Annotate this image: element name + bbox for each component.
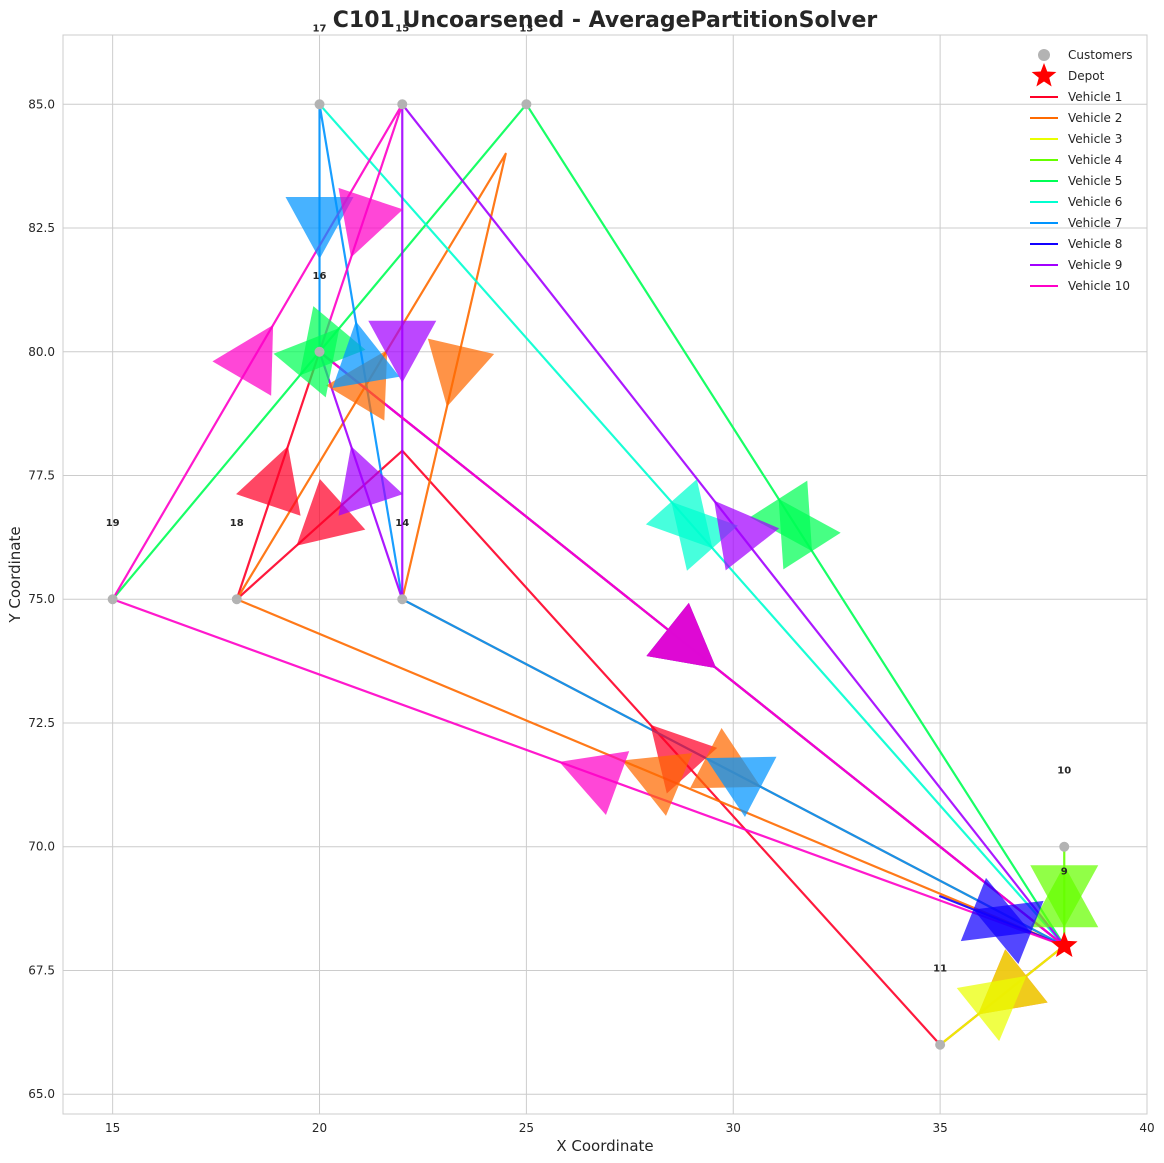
customer-point bbox=[397, 99, 408, 110]
y-tick-label: 75.0 bbox=[28, 592, 55, 606]
customer-label: 11 bbox=[933, 964, 947, 975]
plot-border bbox=[62, 34, 1148, 1115]
route-arrow-vehicle-10 bbox=[559, 751, 630, 816]
legend-label: Vehicle 6 bbox=[1068, 195, 1122, 209]
route-arrow-vehicle-1 bbox=[236, 446, 301, 516]
legend-label: Vehicle 2 bbox=[1068, 111, 1122, 125]
legend-label: Vehicle 1 bbox=[1068, 90, 1122, 104]
route-arrow-vehicle-2 bbox=[427, 338, 495, 407]
x-tick-label: 15 bbox=[105, 1121, 120, 1135]
customer-labels: 9 10 11 14 15 16 17 18 19 13 bbox=[106, 23, 1072, 974]
legend-label: Vehicle 10 bbox=[1068, 279, 1130, 293]
route-arrow-vehicle-4 bbox=[1030, 865, 1099, 928]
customer-label: 17 bbox=[313, 23, 327, 34]
legend: Customers Depot Vehicle 1 Vehicle 2 Vehicle … bbox=[1030, 48, 1133, 293]
y-axis-title: Y Coordinate bbox=[6, 526, 24, 623]
route-arrow-vehicle-8 bbox=[960, 877, 1031, 942]
legend-label: Vehicle 9 bbox=[1068, 258, 1122, 272]
route-arrow-vehicle-9 bbox=[368, 320, 437, 383]
route-line-vehicle-10 bbox=[111, 103, 1065, 947]
legend-label: Vehicle 4 bbox=[1068, 153, 1122, 167]
route-arrow-vehicle-7 bbox=[285, 197, 354, 260]
route-arrow-vehicle-6 bbox=[645, 479, 713, 549]
customer-label: 13 bbox=[519, 23, 533, 34]
route-arrow-vehicle-5 bbox=[273, 327, 340, 398]
y-tick-label: 65.0 bbox=[28, 1087, 55, 1101]
legend-label: Vehicle 5 bbox=[1068, 174, 1122, 188]
customer-point bbox=[107, 594, 118, 605]
chart-title: C101 Uncoarsened - AveragePartitionSolve… bbox=[333, 8, 878, 33]
x-axis-title: X Coordinate bbox=[556, 1137, 653, 1155]
depot-marker bbox=[1050, 931, 1078, 958]
depot-star bbox=[1050, 931, 1078, 958]
customer-point bbox=[231, 594, 242, 605]
grid-lines bbox=[63, 35, 1148, 1114]
x-tick-label: 20 bbox=[312, 1121, 327, 1135]
customer-label: 15 bbox=[395, 23, 409, 34]
legend-label: Vehicle 7 bbox=[1068, 216, 1122, 230]
customer-label: 19 bbox=[106, 518, 120, 529]
x-tick-label: 25 bbox=[519, 1121, 534, 1135]
customer-label: 14 bbox=[395, 518, 409, 529]
legend-label: Customers bbox=[1068, 48, 1133, 62]
route-arrows bbox=[212, 187, 1099, 1042]
y-tick-label: 80.0 bbox=[28, 345, 55, 359]
customer-label: 10 bbox=[1057, 766, 1071, 777]
route-arrow-vehicle-10 bbox=[338, 187, 403, 258]
route-arrow-vehicle-9 bbox=[714, 500, 780, 571]
customer-point bbox=[935, 1039, 946, 1050]
x-tick-label: 30 bbox=[726, 1121, 741, 1135]
customer-label: 18 bbox=[230, 518, 244, 529]
route-line-vehicle-5 bbox=[111, 103, 1066, 947]
y-tick-label: 70.0 bbox=[28, 840, 55, 854]
customer-point bbox=[397, 594, 408, 605]
route-arrow-vehicle-10 bbox=[646, 602, 717, 669]
customer-point bbox=[314, 99, 325, 110]
customer-point bbox=[1059, 841, 1070, 852]
legend-label: Depot bbox=[1068, 69, 1105, 83]
y-tick-label: 67.5 bbox=[28, 963, 55, 977]
route-arrow-vehicle-5 bbox=[749, 480, 813, 552]
route-arrow-vehicle-2 bbox=[621, 753, 693, 816]
y-tick-label: 77.5 bbox=[28, 469, 55, 483]
route-arrow-vehicle-10 bbox=[212, 325, 274, 396]
customer-point bbox=[521, 99, 532, 110]
route-lines bbox=[111, 103, 1066, 1046]
route-arrow-vehicle-1 bbox=[296, 478, 366, 546]
y-tick-label: 82.5 bbox=[28, 221, 55, 235]
customer-points bbox=[107, 99, 1070, 1050]
route-arrow-vehicle-7 bbox=[705, 756, 777, 817]
legend-label: Vehicle 3 bbox=[1068, 132, 1122, 146]
legend-marker-depot bbox=[1031, 63, 1057, 87]
customer-label: 9 bbox=[1061, 867, 1068, 878]
customer-label: 16 bbox=[313, 271, 327, 282]
axis-ticks: 15 20 25 30 35 40 65.0 67.5 70.0 72.5 75.0 77.5 80.0… bbox=[28, 97, 1154, 1135]
x-tick-label: 40 bbox=[1139, 1121, 1154, 1135]
route-arrow-vehicle-3 bbox=[956, 975, 1027, 1042]
legend-marker-customers bbox=[1038, 49, 1050, 61]
customer-point bbox=[314, 346, 325, 357]
legend-label: Vehicle 8 bbox=[1068, 237, 1122, 251]
x-tick-label: 35 bbox=[932, 1121, 947, 1135]
route-arrow-vehicle-9 bbox=[338, 446, 403, 516]
route-arrow-vehicle-7 bbox=[332, 321, 400, 388]
plot-frame bbox=[62, 34, 1148, 1115]
y-tick-label: 85.0 bbox=[28, 97, 55, 111]
y-tick-label: 72.5 bbox=[28, 716, 55, 730]
